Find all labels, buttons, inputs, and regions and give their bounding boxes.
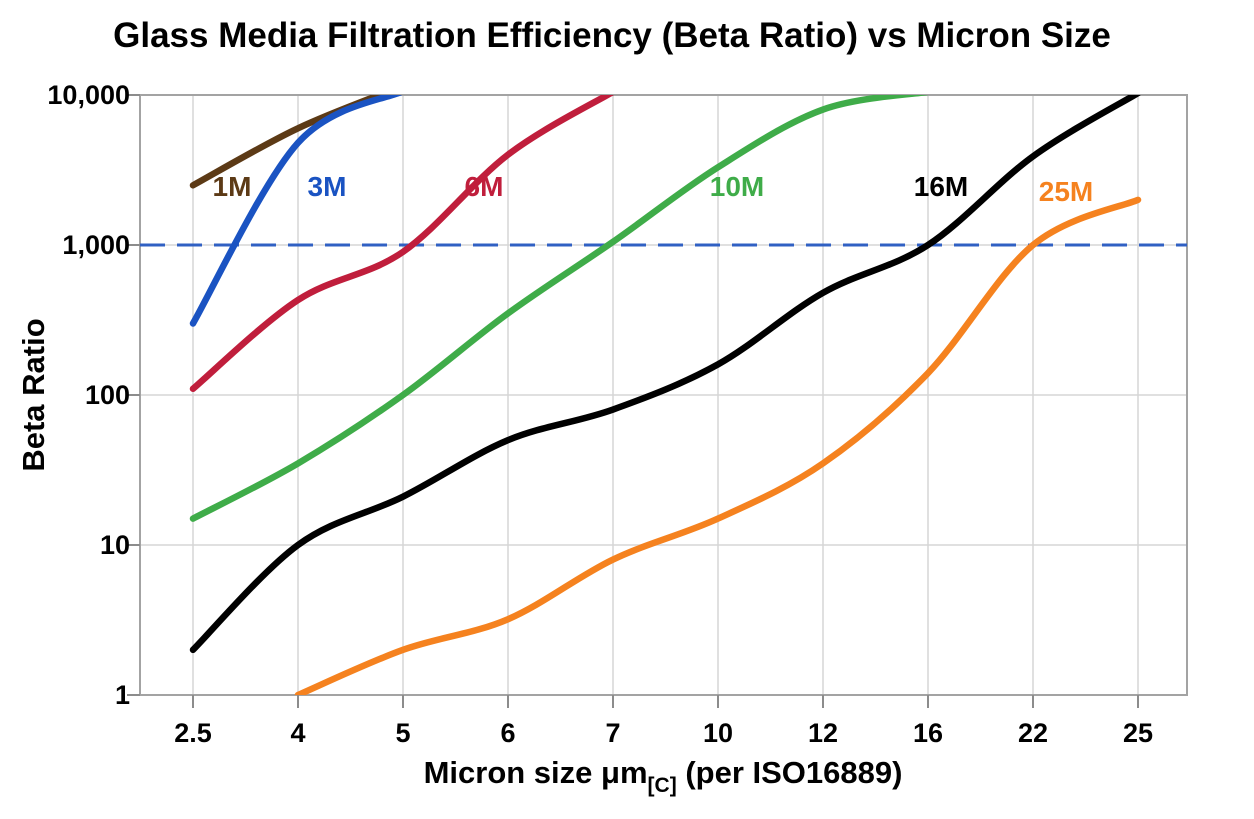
x-axis-title-main: Micron size μm — [424, 755, 648, 790]
plot-area: 2.5 4 5 6 7 10 12 16 22 25 10,000 1,000 100 10 1 1M 3M 6M… — [47, 80, 1188, 748]
x-axis-title: Micron size μm[C] (per ISO16889) — [424, 755, 903, 797]
y-tick-label: 1 — [115, 680, 130, 710]
x-tick-label: 16 — [913, 718, 943, 748]
series-label-6m: 6M — [465, 171, 504, 202]
x-axis-title-tail: (per ISO16889) — [677, 755, 903, 790]
x-tick-label: 7 — [605, 718, 620, 748]
series-line-1m — [189, 95, 389, 189]
series-line-3m — [189, 95, 403, 327]
x-tick-label: 6 — [500, 718, 515, 748]
y-tick-label: 100 — [85, 380, 130, 410]
series-label-16m: 16M — [914, 171, 968, 202]
x-tick-label: 4 — [290, 718, 305, 748]
x-tick-label: 22 — [1018, 718, 1048, 748]
series-label-10m: 10M — [710, 171, 764, 202]
x-tick-label: 12 — [808, 718, 838, 748]
series-label-3m: 3M — [308, 171, 347, 202]
x-axis-title-subscript: [C] — [648, 774, 677, 797]
series-line-25m — [294, 196, 1142, 695]
x-tick-label: 5 — [395, 718, 410, 748]
series-label-1m: 1M — [213, 171, 252, 202]
y-tick-label: 1,000 — [62, 230, 130, 260]
series-line-16m — [189, 95, 1141, 654]
x-tick-label: 2.5 — [174, 718, 212, 748]
x-tick-label: 10 — [703, 718, 733, 748]
y-tick-label: 10 — [100, 530, 130, 560]
y-tick-label: 10,000 — [47, 80, 130, 110]
curves-group — [189, 95, 1142, 695]
chart-title: Glass Media Filtration Efficiency (Beta … — [113, 16, 1111, 55]
series-line-6m — [189, 95, 614, 393]
series-label-25m: 25M — [1039, 176, 1093, 207]
y-axis-title: Beta Ratio — [16, 318, 51, 471]
x-tick-label: 25 — [1123, 718, 1153, 748]
series-line-10m — [189, 95, 929, 522]
